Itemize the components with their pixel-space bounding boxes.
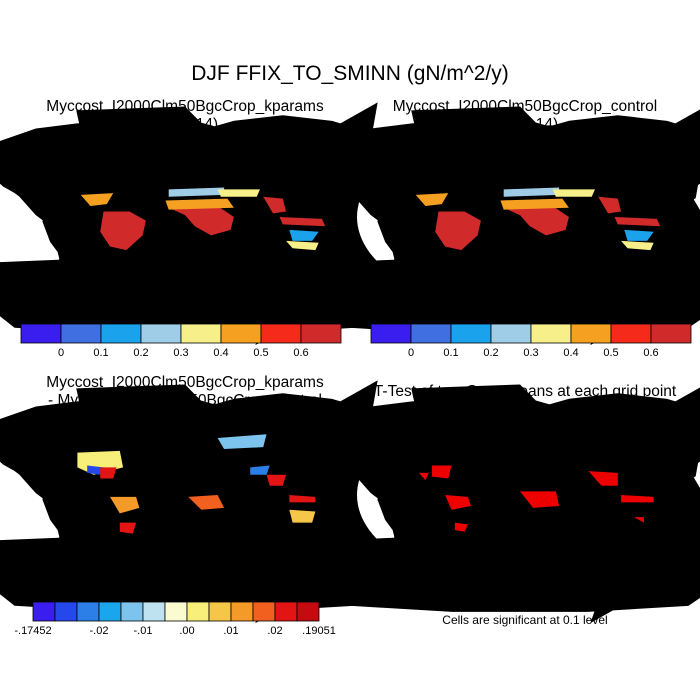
colorbar-tick-label: 0.3 (173, 347, 189, 359)
colorbar-swatch (252, 601, 276, 622)
figure-title: DJF FFIX_TO_SMINN (gN/m^2/y) (191, 62, 509, 85)
colorbar-top-right (370, 323, 692, 344)
significance-note: Cells are significant at 0.1 level (442, 613, 608, 627)
map-ttest (357, 403, 683, 587)
colorbar-swatch (530, 323, 572, 344)
panel-difference-title-line1: Myccost_I2000Clm50BgcCrop_kparams (46, 374, 324, 391)
colorbar-swatch (120, 601, 144, 622)
colorbar-swatch (490, 323, 532, 344)
colorbar-swatch (296, 601, 320, 622)
colorbar-tick-label: .02 (267, 625, 283, 637)
colorbar-tick-label: .19051 (302, 625, 336, 637)
colorbar-tick-label: 0.5 (253, 347, 269, 359)
colorbar-tick-label: 0.1 (93, 347, 109, 359)
colorbar-tick-label: .01 (223, 625, 239, 637)
colorbar-swatch (76, 601, 100, 622)
colorbar-swatch (450, 323, 492, 344)
colorbar-tick-label: 0.1 (443, 347, 459, 359)
colorbar-swatch (230, 601, 254, 622)
map-kparams (22, 125, 348, 309)
colorbar-swatch (164, 601, 188, 622)
colorbar-swatch (98, 601, 122, 622)
colorbar-tick-label: 0.4 (563, 347, 579, 359)
colorbar-difference (32, 601, 320, 622)
colorbar-swatch (32, 601, 56, 622)
colorbar-tick-label: 0.6 (293, 347, 309, 359)
colorbar-tick-label: 0.3 (523, 347, 539, 359)
colorbar-tick-label: -.01 (133, 625, 153, 637)
colorbar-swatch (300, 323, 342, 344)
colorbar-tick-label: .00 (179, 625, 195, 637)
colorbar-swatch (20, 323, 62, 344)
colorbar-swatch (60, 323, 102, 344)
colorbar-swatch (54, 601, 78, 622)
colorbar-tick-label: 0 (407, 347, 415, 359)
colorbar-swatch (274, 601, 298, 622)
colorbar-swatch (186, 601, 210, 622)
colorbar-top-left (20, 323, 342, 344)
colorbar-swatch (410, 323, 452, 344)
colorbar-swatch (260, 323, 302, 344)
colorbar-tick-label: 0.2 (483, 347, 499, 359)
colorbar-swatch (208, 601, 232, 622)
colorbar-tick-label: -.17452 (14, 625, 52, 637)
colorbar-swatch (220, 323, 262, 344)
colorbar-swatch (142, 601, 166, 622)
colorbar-tick-label: 0.5 (603, 347, 619, 359)
colorbar-swatch (370, 323, 412, 344)
colorbar-swatch (610, 323, 652, 344)
colorbar-swatch (140, 323, 182, 344)
colorbar-swatch (180, 323, 222, 344)
colorbar-tick-label: 0.6 (643, 347, 659, 359)
map-control (357, 125, 683, 309)
colorbar-tick-label: 0 (57, 347, 65, 359)
colorbar-tick-label: 0.4 (213, 347, 229, 359)
colorbar-tick-label: -.02 (89, 625, 109, 637)
map-difference (22, 403, 348, 587)
colorbar-tick-label: 0.2 (133, 347, 149, 359)
colorbar-swatch (100, 323, 142, 344)
colorbar-swatch (650, 323, 692, 344)
colorbar-swatch (570, 323, 612, 344)
